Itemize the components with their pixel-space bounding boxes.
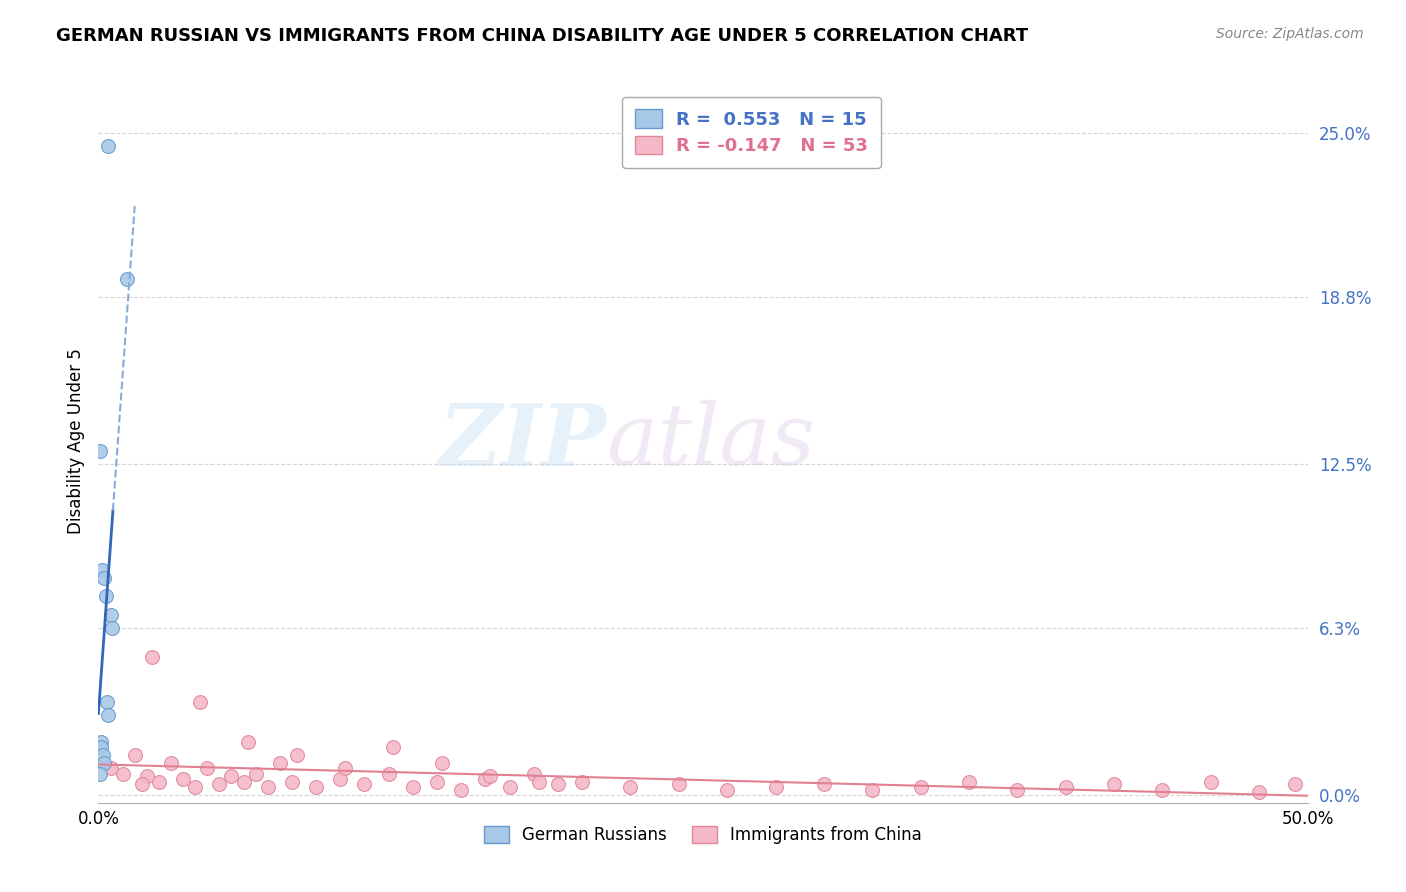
Point — [89, 766, 111, 780]
Point — [97, 139, 120, 153]
Point — [269, 756, 291, 770]
Point — [89, 443, 111, 458]
Point — [333, 761, 356, 775]
Point — [93, 756, 115, 770]
Point — [402, 780, 425, 794]
Point — [619, 780, 641, 794]
Point — [1199, 774, 1222, 789]
Point — [141, 650, 163, 665]
Point — [716, 782, 738, 797]
Point — [91, 748, 114, 763]
Point — [245, 766, 267, 780]
Point — [90, 740, 112, 755]
Point — [498, 780, 520, 794]
Point — [94, 590, 117, 604]
Point — [221, 769, 243, 783]
Point — [188, 695, 211, 709]
Point — [91, 563, 114, 577]
Point — [860, 782, 883, 797]
Point — [910, 780, 932, 794]
Point — [148, 774, 170, 789]
Point — [1249, 785, 1271, 799]
Point — [547, 777, 569, 791]
Point — [1152, 782, 1174, 797]
Point — [117, 272, 139, 286]
Point — [195, 761, 218, 775]
Point — [131, 777, 153, 791]
Point — [184, 780, 207, 794]
Text: GERMAN RUSSIAN VS IMMIGRANTS FROM CHINA DISABILITY AGE UNDER 5 CORRELATION CHART: GERMAN RUSSIAN VS IMMIGRANTS FROM CHINA … — [56, 27, 1028, 45]
Point — [238, 735, 260, 749]
Point — [377, 766, 399, 780]
Point — [172, 772, 194, 786]
Point — [813, 777, 835, 791]
Point — [97, 708, 120, 723]
Point — [208, 777, 231, 791]
Point — [353, 777, 375, 791]
Point — [100, 761, 122, 775]
Point — [281, 774, 304, 789]
Point — [1102, 777, 1125, 791]
Point — [382, 740, 405, 755]
Point — [93, 571, 115, 585]
Point — [232, 774, 254, 789]
Point — [765, 780, 787, 794]
Y-axis label: Disability Age Under 5: Disability Age Under 5 — [66, 349, 84, 534]
Point — [135, 769, 157, 783]
Legend: German Russians, Immigrants from China: German Russians, Immigrants from China — [475, 817, 931, 852]
Point — [285, 748, 308, 763]
Point — [305, 780, 328, 794]
Point — [1054, 780, 1077, 794]
Point — [160, 756, 183, 770]
Point — [256, 780, 278, 794]
Point — [1007, 782, 1029, 797]
Text: atlas: atlas — [606, 401, 815, 483]
Point — [1284, 777, 1306, 791]
Point — [100, 607, 122, 622]
Point — [426, 774, 449, 789]
Point — [100, 621, 122, 635]
Text: ZIP: ZIP — [439, 400, 606, 483]
Point — [329, 772, 352, 786]
Point — [450, 782, 472, 797]
Text: Source: ZipAtlas.com: Source: ZipAtlas.com — [1216, 27, 1364, 41]
Point — [430, 756, 453, 770]
Point — [474, 772, 496, 786]
Point — [124, 748, 146, 763]
Point — [111, 766, 134, 780]
Point — [90, 735, 112, 749]
Point — [96, 695, 118, 709]
Point — [479, 769, 502, 783]
Point — [668, 777, 690, 791]
Point — [957, 774, 980, 789]
Point — [527, 774, 550, 789]
Point — [571, 774, 593, 789]
Point — [523, 766, 546, 780]
